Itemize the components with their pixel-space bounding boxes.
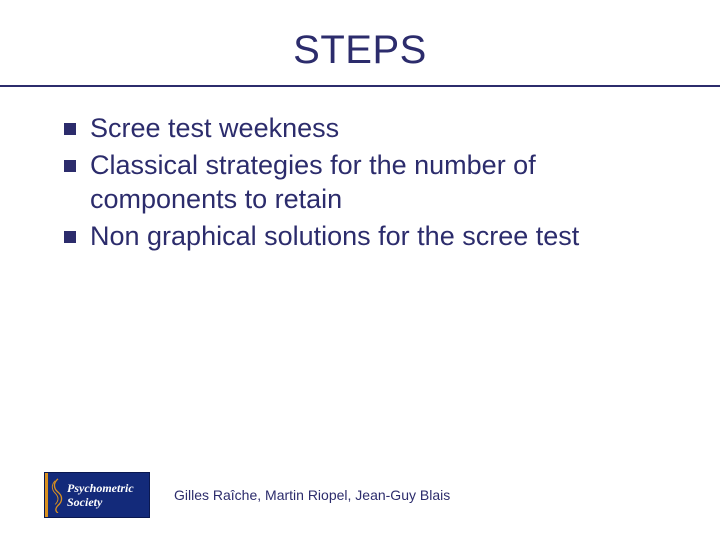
psychometric-society-badge: Psychometric Society [44,472,150,518]
authors-line: Gilles Raîche, Martin Riopel, Jean-Guy B… [174,487,450,503]
bullet-text: Classical strategies for the number of c… [90,148,676,217]
badge-line2: Society [67,495,149,509]
list-item: Non graphical solutions for the scree te… [64,219,676,254]
bullet-square-icon [64,160,76,172]
slide-title: STEPS [0,0,720,85]
list-item: Scree test weekness [64,111,676,146]
bullet-list: Scree test weekness Classical strategies… [0,87,720,253]
list-item: Classical strategies for the number of c… [64,148,676,217]
bullet-text: Scree test weekness [90,111,339,146]
badge-accent-stripe [45,473,48,517]
slide-footer: Psychometric Society Gilles Raîche, Mart… [44,472,676,518]
bullet-text: Non graphical solutions for the scree te… [90,219,579,254]
badge-line1: Psychometric [67,481,149,495]
bullet-square-icon [64,123,76,135]
bullet-square-icon [64,231,76,243]
badge-swirl-icon [49,477,67,513]
